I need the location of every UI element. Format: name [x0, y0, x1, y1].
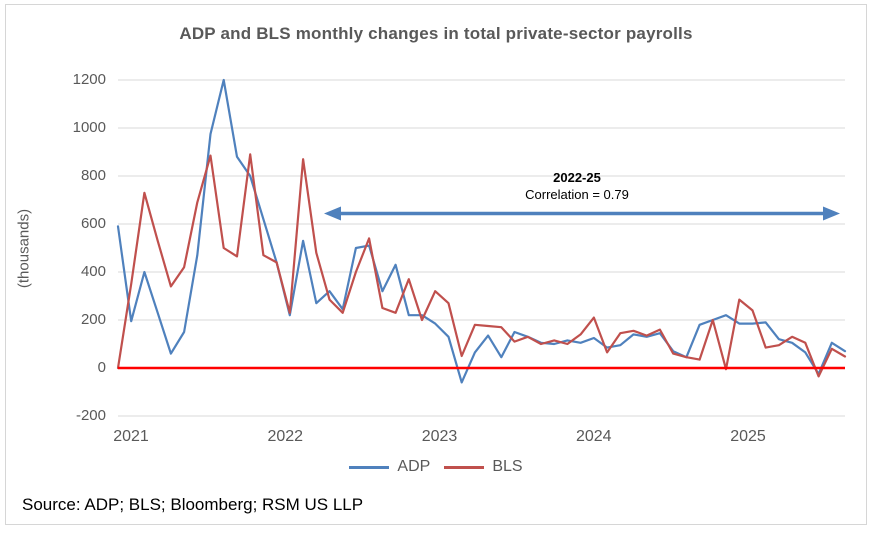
x-axis-tick-label-2025: 2025	[730, 428, 766, 445]
correlation-annotation: 2022-25 Correlation = 0.79	[525, 170, 629, 202]
x-axis-tick-label-2023: 2023	[421, 428, 458, 445]
chart-legend: ADP BLS	[0, 458, 872, 476]
y-axis-tick-label-600: 600	[80, 215, 106, 232]
y-axis-tick-label-0: 0	[97, 359, 106, 376]
y-axis-tick-label-1000: 1000	[72, 119, 106, 136]
annotation-period: 2022-25	[553, 170, 601, 185]
adp-line-swatch	[349, 465, 390, 469]
y-axis-tick-label-200: 200	[80, 311, 106, 328]
legend-item-bls: BLS	[444, 458, 523, 476]
x-axis-tick-label-2022: 2022	[267, 428, 304, 445]
legend-label-bls: BLS	[492, 458, 523, 475]
annotation-correlation: Correlation = 0.79	[525, 187, 629, 202]
chart-title: ADP and BLS monthly changes in total pri…	[179, 24, 693, 43]
y-axis-tick-label-1200: 1200	[72, 71, 106, 88]
series-line-adp	[116, 78, 847, 384]
chart-frame-border	[5, 4, 867, 525]
series-line-bls	[116, 153, 847, 378]
bls-line-swatch	[444, 465, 485, 469]
x-axis-tick-label-2021: 2021	[113, 428, 149, 445]
x-axis-tick-label-2024: 2024	[575, 428, 612, 445]
y-axis-title: (thousands)	[15, 208, 33, 289]
legend-item-adp: ADP	[349, 458, 430, 476]
y-axis-tick-label-800: 800	[80, 167, 106, 184]
y-axis-tick-label-400: 400	[80, 263, 106, 280]
y-axis-tick-label--200: -200	[75, 407, 106, 424]
arrow-head-right	[823, 206, 840, 221]
source-attribution: Source: ADP; BLS; Bloomberg; RSM US LLP	[22, 495, 364, 514]
arrow-head-left	[324, 206, 341, 221]
legend-label-adp: ADP	[397, 458, 431, 475]
